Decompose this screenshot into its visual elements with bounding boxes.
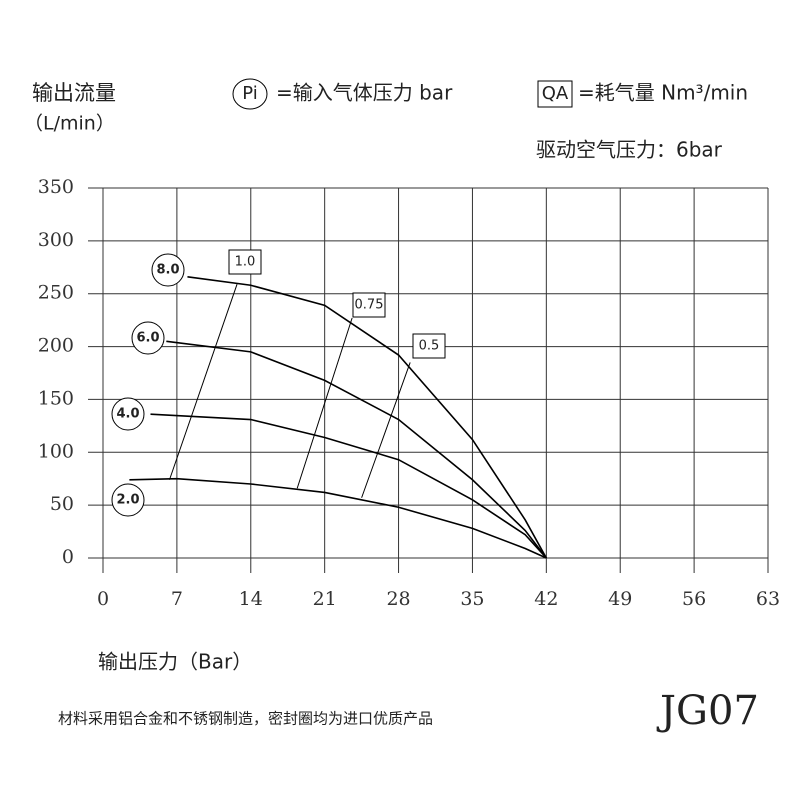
x-tick-label: 35 — [460, 588, 484, 610]
flow-curve — [150, 413, 547, 559]
consumption-box — [352, 292, 386, 318]
pressure-label: 8.0 — [156, 263, 179, 278]
x-tick-label: 42 — [534, 588, 558, 610]
y-tick-label: 200 — [38, 335, 74, 357]
x-tick-label: 56 — [682, 588, 706, 610]
legend-symbol: QA — [542, 83, 569, 104]
x-tick-label: 14 — [239, 588, 263, 610]
x-tick-label: 0 — [97, 588, 109, 610]
y-tick-label: 100 — [38, 440, 74, 462]
y-tick-label: 250 — [38, 282, 74, 304]
pressure-label: 4.0 — [116, 407, 139, 422]
pressure-circle — [151, 253, 185, 287]
consumption-line — [169, 284, 238, 480]
y-tick-label: 150 — [38, 387, 74, 409]
legend-circle — [232, 78, 268, 110]
legend-symbol: Pi — [242, 83, 257, 104]
pressure-label: 2.0 — [116, 493, 139, 508]
y-tick-label: 50 — [50, 493, 74, 515]
subtitle: 驱动空气压力：6bar — [536, 138, 723, 162]
x-label: 输出压力（Bar） — [98, 650, 252, 674]
pressure-circle — [111, 483, 145, 517]
y-tick-label: 350 — [38, 176, 74, 198]
note: 材料采用铝合金和不锈钢制造，密封圈均为进口优质产品 — [58, 710, 433, 728]
flow-curve — [166, 340, 547, 559]
pressure-circle — [111, 397, 145, 431]
consumption-label: 0.75 — [355, 298, 384, 313]
x-tick-label: 63 — [756, 588, 780, 610]
y-label: 输出流量 — [32, 81, 116, 105]
legend-text: =耗气量 Nm³/min — [578, 81, 748, 105]
x-tick-label: 49 — [608, 588, 632, 610]
legend-box — [537, 80, 573, 108]
consumption-label: 0.5 — [419, 339, 440, 354]
legend-text: =输入气体压力 bar — [276, 81, 453, 105]
consumption-box — [412, 333, 446, 359]
pressure-label: 6.0 — [136, 331, 159, 346]
y-unit: （L/min） — [24, 113, 115, 135]
model: JG07 — [656, 688, 759, 734]
flow-curve — [129, 477, 547, 559]
x-tick-label: 21 — [313, 588, 337, 610]
consumption-line — [361, 362, 411, 498]
x-tick-label: 28 — [386, 588, 410, 610]
consumption-box — [228, 249, 262, 275]
consumption-label: 1.0 — [235, 255, 256, 270]
y-tick-label: 0 — [62, 546, 74, 568]
x-tick-label: 7 — [171, 588, 183, 610]
pressure-circle — [131, 321, 165, 355]
flow-curve — [187, 276, 548, 559]
consumption-line — [296, 317, 353, 489]
y-tick-label: 300 — [38, 229, 74, 251]
